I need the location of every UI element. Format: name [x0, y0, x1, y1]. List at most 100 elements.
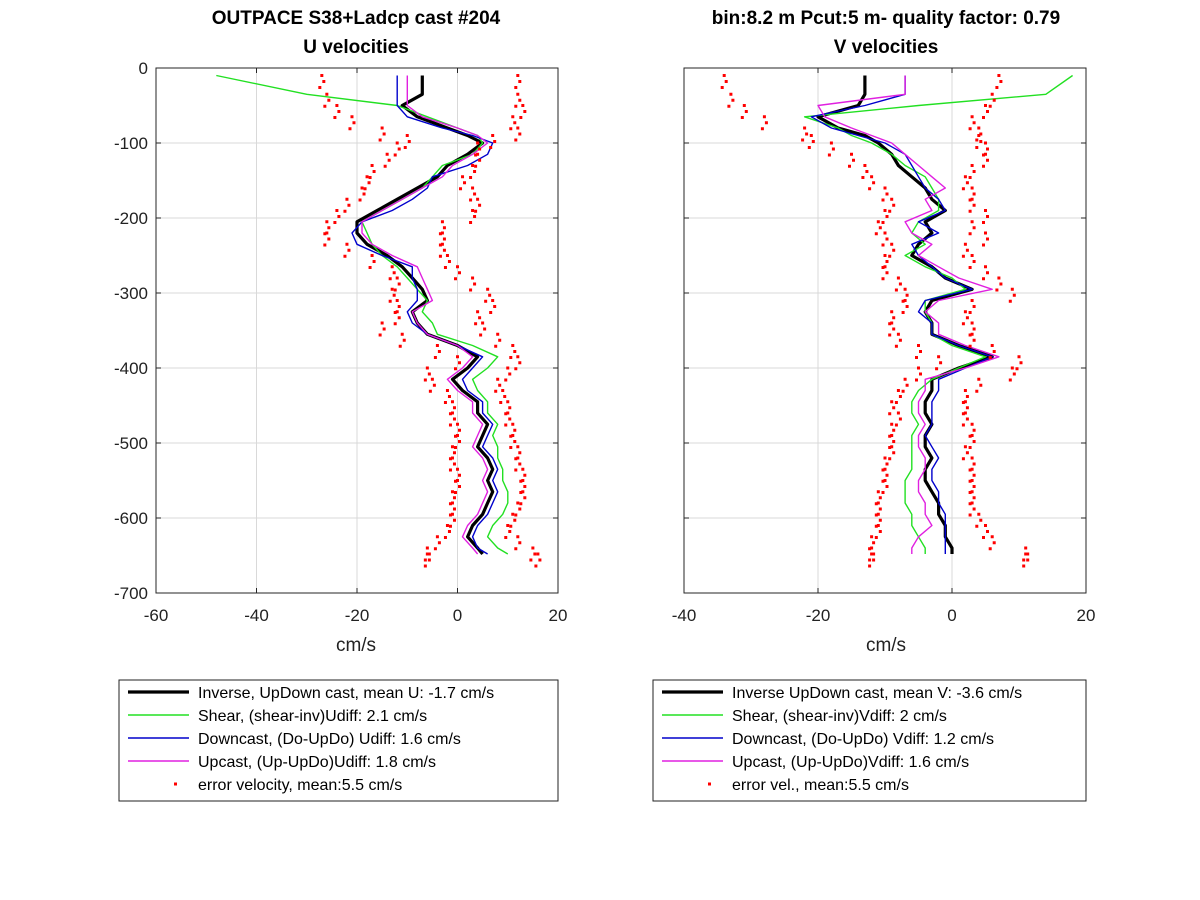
- error-velocity-point: [430, 377, 434, 381]
- error-velocity-point: [370, 164, 374, 167]
- error-velocity-point: [1012, 372, 1016, 376]
- error-velocity-point: [327, 98, 331, 102]
- error-velocity-point: [970, 422, 974, 426]
- error-velocity-point: [427, 372, 431, 376]
- error-velocity-point: [508, 530, 512, 533]
- error-velocity-point: [423, 558, 427, 562]
- error-velocity-point: [764, 121, 768, 125]
- error-velocity-point: [892, 428, 896, 432]
- error-velocity-point: [977, 377, 981, 381]
- error-velocity-point: [509, 356, 513, 359]
- error-velocity-point: [323, 243, 327, 247]
- error-velocity-point: [870, 552, 874, 556]
- error-velocity-point: [968, 479, 972, 483]
- legend-marker: [174, 782, 177, 786]
- error-velocity-point: [352, 121, 356, 125]
- error-velocity-point: [514, 468, 518, 472]
- error-velocity-point: [905, 293, 909, 297]
- error-velocity-point: [982, 536, 985, 539]
- error-velocity-point: [760, 127, 764, 131]
- error-velocity-point: [450, 400, 454, 404]
- error-velocity-point: [883, 456, 887, 460]
- error-velocity-point: [876, 524, 880, 527]
- error-velocity-point: [876, 501, 880, 505]
- error-velocity-point: [888, 254, 892, 258]
- error-velocity-point: [968, 502, 972, 506]
- error-velocity-point: [443, 536, 447, 539]
- error-velocity-point: [474, 209, 478, 213]
- error-velocity-point: [514, 86, 518, 89]
- error-velocity-point: [972, 203, 976, 207]
- y-tick-label: -100: [114, 134, 148, 153]
- error-velocity-point: [489, 311, 493, 314]
- error-velocity-point: [454, 277, 457, 281]
- error-velocity-point: [979, 383, 983, 387]
- error-velocity-point: [478, 203, 482, 207]
- error-velocity-point: [486, 287, 490, 291]
- legend-label: Inverse UpDown cast, mean V: -3.6 cm/s: [732, 685, 1022, 702]
- error-velocity-point: [963, 389, 967, 392]
- v-legend-box: [652, 679, 1087, 802]
- error-velocity-point: [986, 110, 989, 113]
- error-velocity-point: [972, 170, 976, 173]
- error-velocity-point: [432, 383, 436, 387]
- error-velocity-point: [469, 198, 473, 202]
- error-velocity-point: [447, 530, 451, 533]
- error-velocity-point: [473, 192, 477, 196]
- error-velocity-point: [489, 146, 493, 149]
- error-velocity-point: [534, 564, 538, 568]
- error-velocity-point: [883, 186, 887, 190]
- error-velocity-point: [435, 535, 439, 539]
- error-velocity-point: [320, 74, 324, 77]
- error-velocity-point: [872, 552, 876, 556]
- error-velocity-point: [863, 164, 867, 167]
- error-velocity-point: [881, 266, 885, 269]
- error-velocity-point: [1024, 552, 1028, 556]
- error-velocity-point: [868, 547, 872, 551]
- error-velocity-point: [471, 209, 475, 212]
- error-velocity-point: [318, 86, 322, 89]
- error-velocity-point: [403, 146, 407, 149]
- error-velocity-point: [888, 209, 892, 213]
- error-velocity-point: [963, 445, 967, 449]
- error-velocity-point: [397, 282, 401, 286]
- error-velocity-point: [986, 271, 989, 275]
- error-velocity-point: [881, 277, 885, 281]
- error-velocity-point: [333, 116, 337, 119]
- error-velocity-point: [335, 104, 339, 107]
- error-velocity-point: [398, 344, 402, 348]
- error-velocity-point: [337, 215, 341, 218]
- u-chart-title: OUTPACE S38+Ladcp cast #204: [212, 8, 501, 29]
- error-velocity-point: [970, 186, 974, 190]
- error-velocity-point: [533, 552, 537, 556]
- error-velocity-point: [423, 378, 427, 382]
- error-velocity-point: [456, 467, 459, 471]
- error-velocity-point: [448, 412, 452, 416]
- error-velocity-point: [982, 116, 985, 119]
- legend-label: error velocity, mean:5.5 cm/s: [198, 777, 402, 794]
- error-velocity-point: [972, 305, 976, 308]
- error-velocity-point: [968, 333, 972, 337]
- error-velocity-point: [511, 344, 515, 347]
- error-velocity-point: [894, 288, 898, 292]
- error-velocity-point: [514, 104, 518, 108]
- series-line-2: [810, 75, 993, 554]
- error-velocity-point: [337, 110, 341, 113]
- error-velocity-point: [975, 524, 979, 528]
- error-velocity-point: [452, 406, 456, 410]
- error-velocity-point: [459, 187, 463, 191]
- error-velocity-point: [892, 316, 896, 320]
- x-tick-label: -40: [672, 606, 697, 625]
- error-velocity-point: [450, 445, 454, 449]
- error-velocity-point: [896, 389, 900, 392]
- error-velocity-point: [531, 546, 535, 550]
- error-velocity-point: [518, 451, 522, 455]
- error-velocity-point: [807, 146, 811, 149]
- error-velocity-point: [469, 176, 473, 179]
- plot-area: [684, 68, 1086, 593]
- error-velocity-point: [516, 445, 520, 449]
- error-velocity-point: [972, 121, 976, 125]
- error-velocity-point: [992, 98, 996, 102]
- error-velocity-point: [478, 158, 482, 162]
